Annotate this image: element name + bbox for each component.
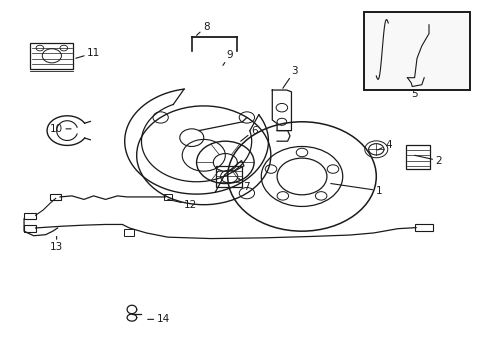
Text: 6: 6 [240, 126, 257, 141]
Bar [30, 43, 73, 68]
Bar [164, 194, 172, 200]
Text: 11: 11 [76, 48, 100, 58]
Bar [24, 225, 36, 231]
Text: 7: 7 [238, 178, 250, 192]
Bar [414, 224, 432, 231]
Bar [405, 145, 429, 170]
Text: 8: 8 [196, 22, 209, 35]
Bar [216, 166, 242, 187]
Text: 13: 13 [50, 237, 63, 252]
Text: 1: 1 [330, 184, 381, 195]
Text: 14: 14 [147, 314, 169, 324]
Bar [24, 213, 36, 219]
Text: 4: 4 [377, 140, 391, 150]
Text: 10: 10 [50, 124, 71, 134]
Text: 3: 3 [282, 66, 298, 88]
Text: 9: 9 [223, 50, 233, 66]
Bar [50, 194, 61, 201]
Text: 2: 2 [414, 155, 441, 166]
Bar [123, 229, 134, 237]
Text: 12: 12 [167, 199, 197, 210]
Text: 5: 5 [410, 89, 417, 99]
Bar [364, 12, 469, 90]
